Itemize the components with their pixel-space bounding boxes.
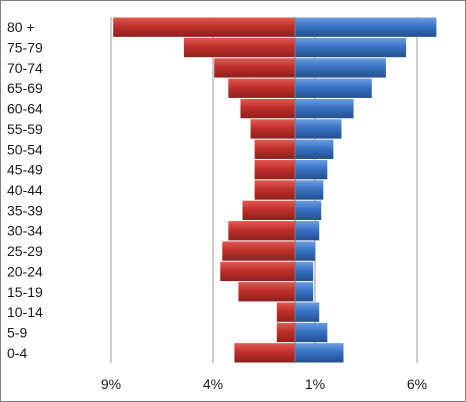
bars xyxy=(113,17,437,363)
bar-right-4 xyxy=(295,98,354,119)
bar-right-0 xyxy=(295,17,437,37)
age-group-labels: 80 + 75-79 70-74 65-69 60-64 55-59 50-54 45-49 4… xyxy=(7,19,43,361)
age-group-label: 10-14 xyxy=(7,304,43,320)
bar-left-5 xyxy=(250,119,295,139)
x-tick-label: 9% xyxy=(101,376,121,392)
bar-left-9 xyxy=(242,200,295,221)
age-group-label: 25-29 xyxy=(7,243,43,259)
bar-left-7 xyxy=(254,159,295,180)
age-group-label: 45-49 xyxy=(7,162,43,178)
age-group-label: 20-24 xyxy=(7,263,43,279)
age-group-label: 60-64 xyxy=(7,101,43,117)
bar-left-6 xyxy=(254,139,295,159)
bar-left-4 xyxy=(240,98,295,119)
age-group-label: 5-9 xyxy=(7,324,27,340)
bar-left-14 xyxy=(276,302,295,322)
bar-left-10 xyxy=(228,221,295,241)
x-tick-label: 1% xyxy=(305,376,325,392)
bar-left-1 xyxy=(183,37,295,58)
bar-left-2 xyxy=(214,58,295,78)
age-group-label: 35-39 xyxy=(7,202,43,218)
bar-left-8 xyxy=(254,180,295,200)
age-group-label: 80 + xyxy=(7,19,35,35)
bar-right-11 xyxy=(295,241,316,261)
bar-right-6 xyxy=(295,139,334,159)
bar-right-13 xyxy=(295,282,314,302)
x-tick-label: 4% xyxy=(203,376,223,392)
bar-right-7 xyxy=(295,159,328,180)
age-group-label: 70-74 xyxy=(7,60,43,76)
age-group-label: 0-4 xyxy=(7,345,27,361)
age-group-label: 75-79 xyxy=(7,40,43,56)
age-group-label: 65-69 xyxy=(7,80,43,96)
bar-right-2 xyxy=(295,58,386,78)
bar-right-3 xyxy=(295,78,372,98)
age-group-label: 15-19 xyxy=(7,284,43,300)
bar-right-14 xyxy=(295,302,320,322)
bar-left-3 xyxy=(228,78,295,98)
age-group-label: 55-59 xyxy=(7,121,43,137)
x-tick-label: 6% xyxy=(407,376,427,392)
age-group-label: 40-44 xyxy=(7,182,43,198)
bar-left-11 xyxy=(222,241,295,261)
x-axis-tick-labels: 9% 4% 1% 6% xyxy=(101,376,427,392)
bar-right-5 xyxy=(295,119,342,139)
bar-left-16 xyxy=(234,343,295,363)
bar-right-12 xyxy=(295,261,314,282)
bar-right-9 xyxy=(295,200,322,221)
bar-right-1 xyxy=(295,37,407,58)
age-group-label: 50-54 xyxy=(7,141,43,157)
bar-left-13 xyxy=(238,282,295,302)
bar-left-0 xyxy=(113,17,295,37)
bar-right-15 xyxy=(295,322,328,343)
age-group-label: 30-34 xyxy=(7,223,43,239)
bar-right-16 xyxy=(295,343,344,363)
bar-right-10 xyxy=(295,221,320,241)
bar-left-15 xyxy=(276,322,295,343)
bar-left-12 xyxy=(220,261,295,282)
bar-right-8 xyxy=(295,180,324,200)
